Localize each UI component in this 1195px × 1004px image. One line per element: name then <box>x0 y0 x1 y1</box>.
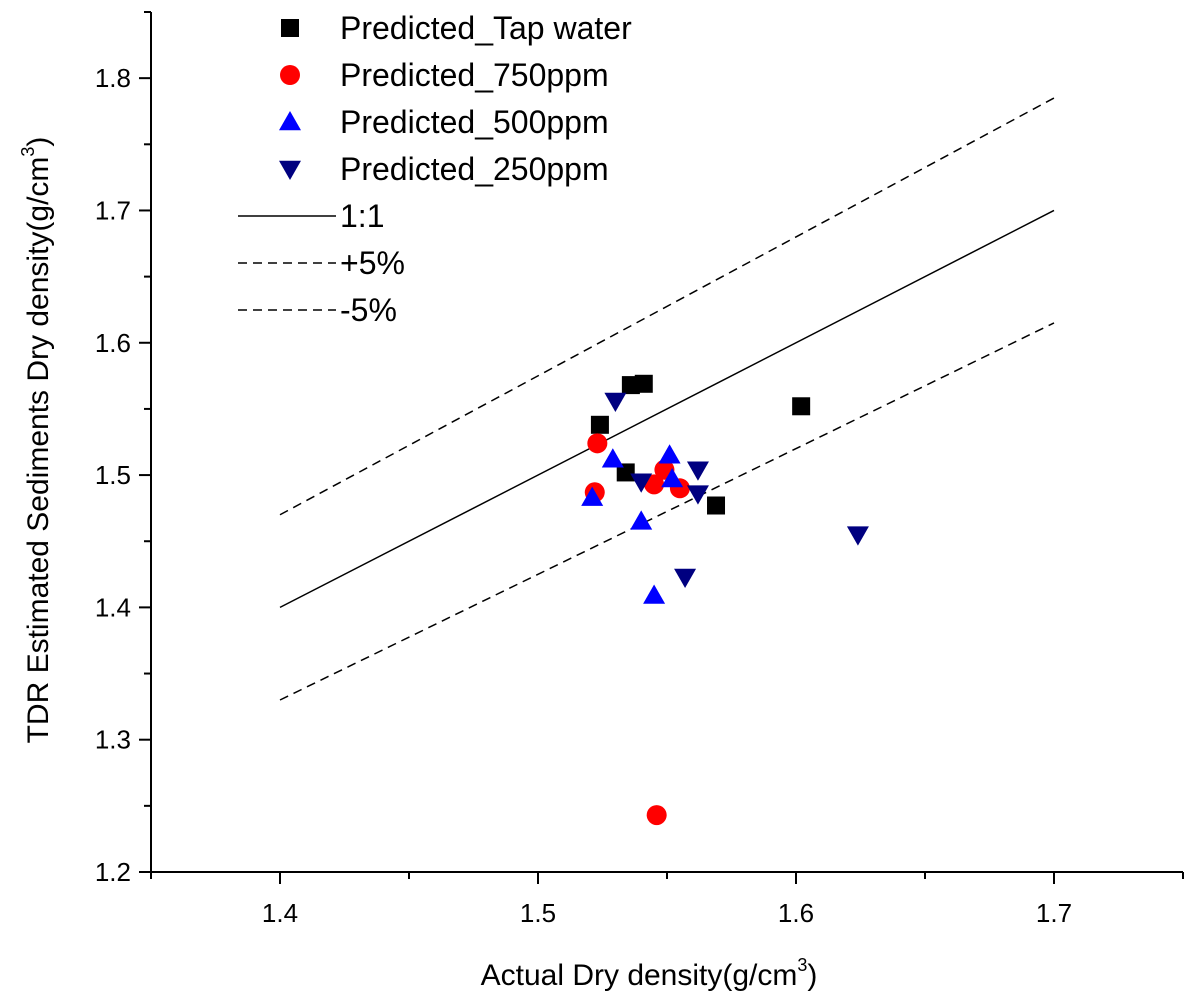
legend-label: 1:1 <box>340 198 384 234</box>
y-axis-title: TDR Estimated Sediments Dry density(g/cm… <box>18 137 55 744</box>
y-tick-label: 1.7 <box>95 195 131 225</box>
legend-marker-circle <box>280 65 300 85</box>
point-circle <box>587 433 608 454</box>
x-tick-label: 1.4 <box>262 898 298 928</box>
legend-label: Predicted_Tap water <box>340 10 632 46</box>
y-tick-label: 1.8 <box>95 63 131 93</box>
point-triangle-up <box>630 510 653 530</box>
point-circle <box>646 805 667 826</box>
y-tick-label: 1.5 <box>95 460 131 490</box>
y-axis-title-superscript: 3 <box>18 147 38 157</box>
legend-label: +5% <box>340 245 405 281</box>
point-triangle-up <box>643 584 666 604</box>
legend: Predicted_Tap water Predicted_750ppm Predi… <box>238 10 632 328</box>
x-tick-label: 1.7 <box>1036 898 1072 928</box>
point-square <box>634 374 653 393</box>
point-square <box>616 463 635 482</box>
point-triangle-up <box>658 444 681 464</box>
y-tick-label: 1.3 <box>95 725 131 755</box>
y-tick-label: 1.4 <box>95 592 131 622</box>
point-triangle-down <box>686 461 709 481</box>
line-one-to-one <box>279 209 1055 609</box>
legend-label: Predicted_750ppm <box>340 57 609 93</box>
x-tick-label: 1.5 <box>520 898 556 928</box>
point-square <box>707 496 726 515</box>
point-square <box>590 415 609 434</box>
point-square <box>792 397 811 416</box>
y-tick-label: 1.6 <box>95 328 131 358</box>
reference-lines <box>279 97 1055 701</box>
point-circle <box>644 474 665 495</box>
y-tick-label: 1.2 <box>95 857 131 887</box>
legend-label: -5% <box>340 292 397 328</box>
point-triangle-down <box>846 526 869 546</box>
point-triangle-down <box>686 485 709 505</box>
point-triangle-down <box>604 392 627 412</box>
x-tick-label: 1.6 <box>778 898 814 928</box>
point-triangle-down <box>630 473 653 493</box>
x-axis-title: Actual Dry density(g/cm3) <box>481 955 818 992</box>
line-plus-5-percent <box>279 97 1055 516</box>
legend-marker-square <box>281 19 299 37</box>
legend-label: Predicted_250ppm <box>340 151 609 187</box>
point-triangle-up <box>581 486 604 506</box>
point-triangle-up <box>601 448 624 468</box>
x-axis-title-superscript: 3 <box>797 955 807 975</box>
legend-marker-triangle-up <box>279 111 301 131</box>
line-minus-5-percent <box>279 322 1055 701</box>
data-points <box>581 374 869 826</box>
legend-label: Predicted_500ppm <box>340 104 609 140</box>
point-triangle-down <box>674 568 697 588</box>
legend-marker-triangle-down <box>279 160 301 180</box>
axes: 1.4 1.5 1.6 1.7 1.2 1.3 1.4 1.5 1.6 1.7 1.8 <box>95 11 1184 928</box>
point-triangle-up <box>661 468 684 488</box>
